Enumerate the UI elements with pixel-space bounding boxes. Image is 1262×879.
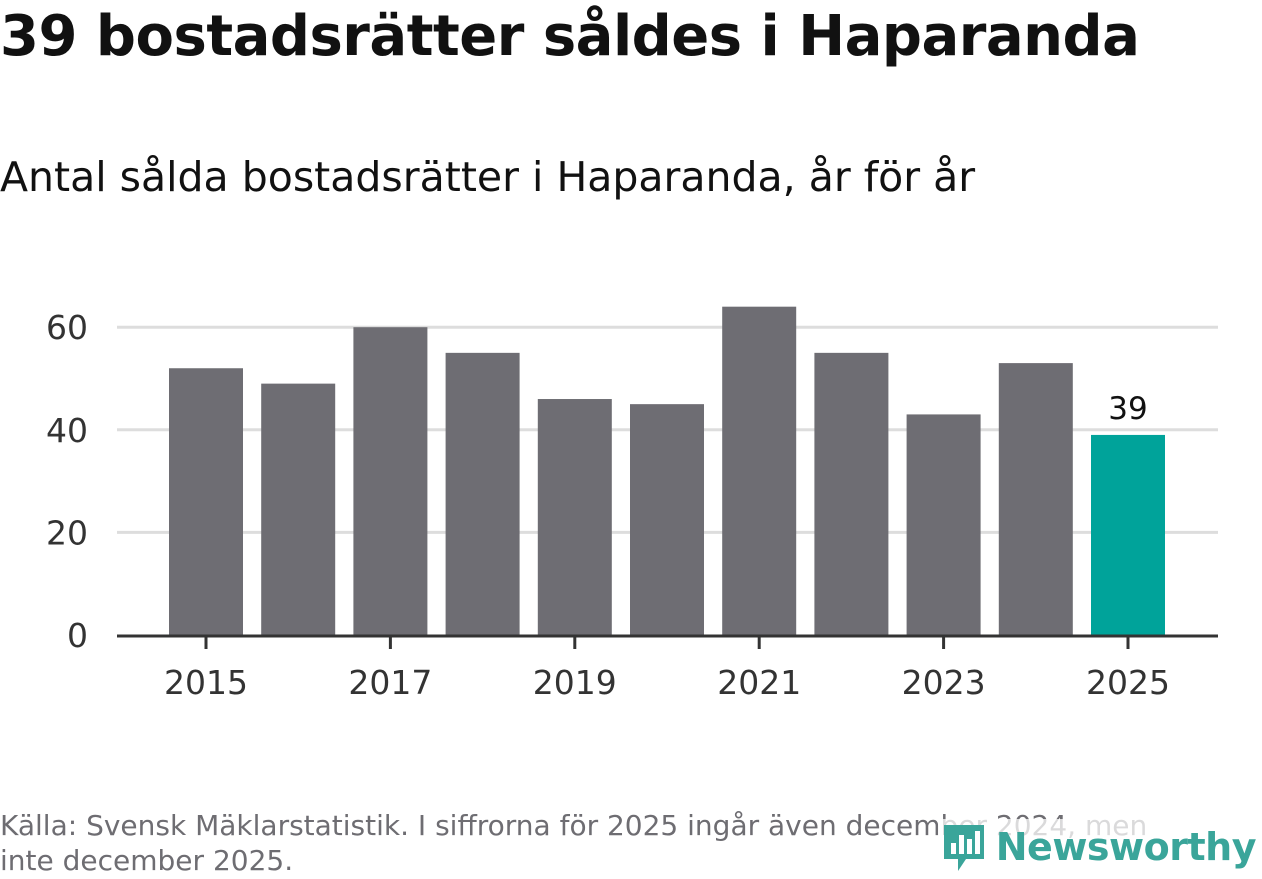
y-tick-label: 60 (46, 308, 88, 347)
data-label: 39 (1108, 391, 1147, 427)
bar-2018 (445, 352, 520, 635)
y-tick-label: 40 (46, 411, 88, 450)
bar-2019 (537, 399, 612, 635)
bar-chart: 0 20 40 60 39 2015 2017 2019 2021 2023 2025 (46, 306, 1218, 702)
bar-2025 (1091, 434, 1165, 635)
newsworthy-chart-logo-icon (943, 825, 984, 871)
bars (169, 306, 1165, 635)
bar-2024 (998, 363, 1073, 635)
bar-2015 (169, 368, 243, 635)
y-tick-label: 0 (67, 616, 88, 655)
x-tick-label: 2021 (717, 663, 801, 702)
bar-2022 (814, 352, 889, 635)
x-tick-label: 2019 (533, 663, 617, 702)
y-axis-ticks: 0 20 40 60 (46, 308, 88, 655)
bar-2021 (722, 306, 797, 635)
data-labels: 39 (1108, 391, 1147, 427)
x-tick-label: 2017 (348, 663, 432, 702)
brand-name: Newsworthy (995, 825, 1257, 869)
x-tick-label: 2015 (164, 663, 248, 702)
x-axis-ticks: 2015 2017 2019 2021 2023 2025 (164, 637, 1170, 702)
x-tick-label: 2023 (902, 663, 986, 702)
bar-2016 (261, 383, 336, 635)
bar-2023 (906, 414, 981, 635)
brand-logo[interactable]: Newsworthy (937, 819, 1257, 875)
bar-2017 (353, 327, 428, 635)
chart-title: 39 bostadsrätter såldes i Haparanda (0, 4, 1140, 69)
y-tick-label: 20 (46, 513, 88, 552)
chart-subtitle: Antal sålda bostadsrätter i Haparanda, å… (0, 153, 976, 201)
bar-2020 (630, 404, 704, 635)
x-tick-label: 2025 (1086, 663, 1170, 702)
